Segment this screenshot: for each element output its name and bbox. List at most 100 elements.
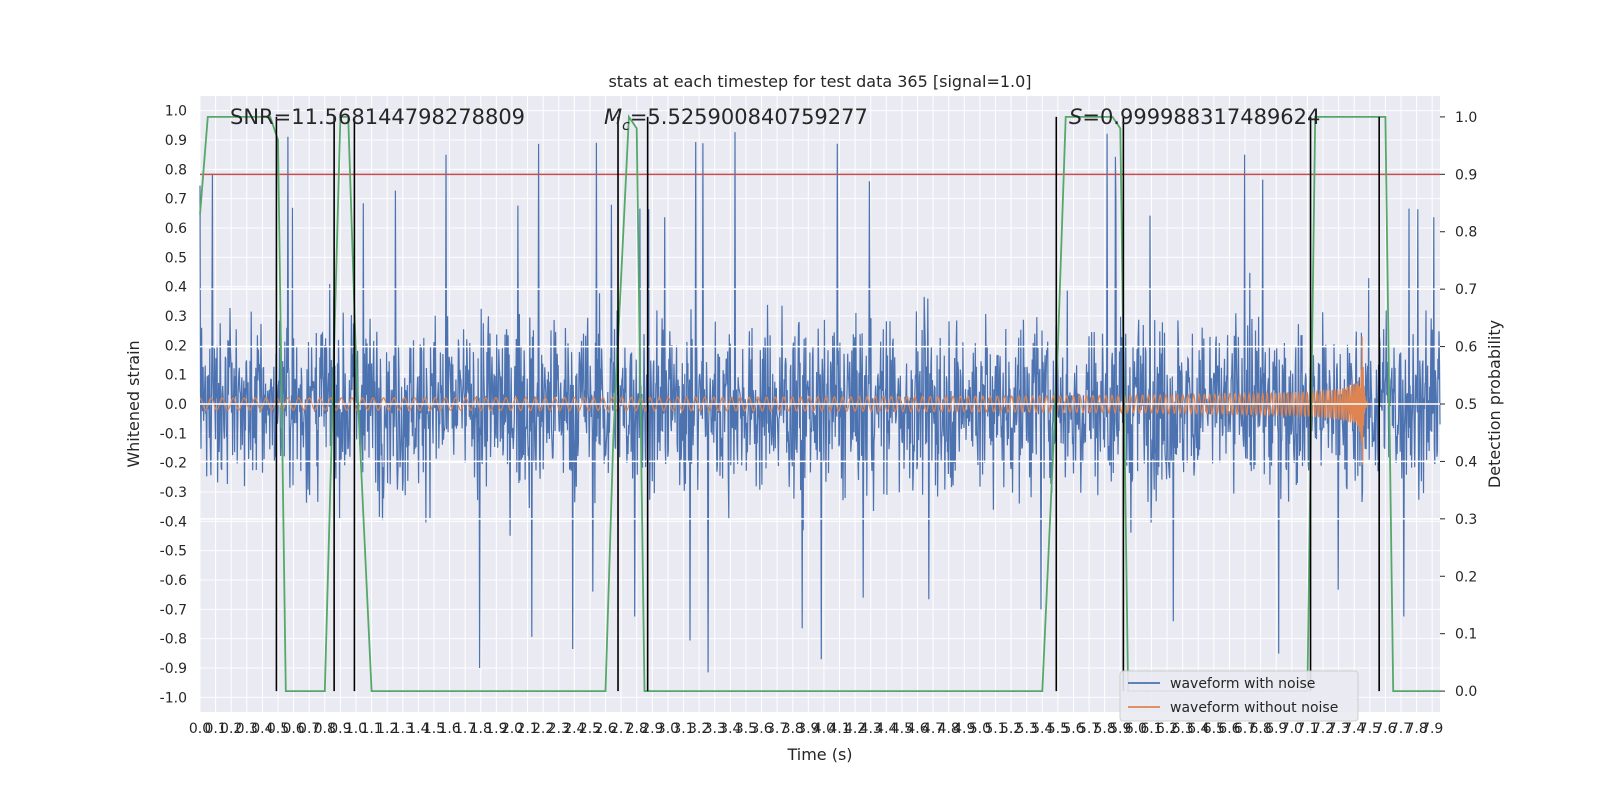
x-tick-label: 6.3	[1172, 721, 1194, 737]
x-tick-label: 0.7	[298, 721, 320, 737]
legend-label-clean: waveform without noise	[1170, 700, 1338, 716]
y-tick-label: -0.1	[160, 426, 187, 442]
x-tick-label: 0.3	[236, 721, 258, 737]
x-tick-label: 7.1	[1296, 721, 1318, 737]
x-tick-label: 4.8	[938, 721, 960, 737]
x-tick-label: 2.9	[641, 721, 663, 737]
y2-tick-label: 0.2	[1455, 569, 1477, 585]
x-tick-label: 7.9	[1421, 721, 1443, 737]
score-annotation: S=0.999988317489624	[1069, 105, 1320, 129]
x-tick-label: 1.1	[360, 721, 382, 737]
x-tick-label: 6.8	[1249, 721, 1271, 737]
y-tick-label: 0.8	[165, 162, 187, 178]
series-waveform-without-noise	[199, 336, 1440, 465]
x-tick-label: 7.7	[1390, 721, 1412, 737]
x-tick-label: 5.0	[969, 721, 991, 737]
x-tick-label: 0.2	[220, 721, 242, 737]
y-tick-label: 0.1	[165, 368, 187, 384]
y-tick-label: -0.8	[160, 632, 187, 648]
chirp-mass-symbol: M	[604, 105, 622, 129]
x-tick-label: 3.0	[657, 721, 679, 737]
x-tick-label: 5.7	[1078, 721, 1100, 737]
x-tick-label: 5.9	[1109, 721, 1131, 737]
x-tick-label: 4.7	[922, 721, 944, 737]
x-tick-label: 1.4	[407, 721, 429, 737]
x-tick-label: 1.5	[423, 721, 445, 737]
x-tick-label: 7.5	[1359, 721, 1381, 737]
x-tick-label: 2.7	[610, 721, 632, 737]
y-axis-ticks: -1.0 -0.9 -0.8 -0.7 -0.6 -0.5 -0.4 -0.3 -0.2 -0.1…	[160, 104, 187, 707]
y-tick-label: -0.2	[160, 456, 187, 472]
x-tick-label: 5.1	[984, 721, 1006, 737]
x-tick-label: 4.9	[953, 721, 975, 737]
x-tick-label: 2.1	[516, 721, 538, 737]
x-tick-label: 1.2	[376, 721, 398, 737]
x-tick-label: 1.9	[485, 721, 507, 737]
x-tick-label: 6.5	[1203, 721, 1225, 737]
legend-label-noise: waveform with noise	[1170, 676, 1315, 692]
x-tick-label: 5.3	[1016, 721, 1038, 737]
y-tick-label: -0.7	[160, 602, 187, 618]
x-tick-label: 3.7	[766, 721, 788, 737]
x-tick-label: 4.6	[906, 721, 928, 737]
y-tick-label: 0.2	[165, 338, 187, 354]
score-symbol: S	[1069, 105, 1082, 129]
y-tick-label: -0.5	[160, 544, 187, 560]
x-tick-label: 3.1	[672, 721, 694, 737]
x-tick-label: 4.2	[844, 721, 866, 737]
y-tick-label: 0.9	[165, 133, 187, 149]
x-tick-label: 4.4	[875, 721, 897, 737]
y-tick-label: 0.3	[165, 309, 187, 325]
x-tick-label: 3.3	[704, 721, 726, 737]
x-tick-label: 0.4	[251, 721, 273, 737]
y2-tick-label: 0.8	[1455, 225, 1477, 241]
series-waveform-with-noise	[199, 132, 1441, 673]
x-tick-label: 5.5	[1047, 721, 1069, 737]
y-tick-label: -0.9	[160, 661, 187, 677]
y-axis-label: Whitened strain	[124, 340, 143, 467]
x-tick-label: 0.9	[329, 721, 351, 737]
y2-axis-ticks: 0.0 0.1 0.2 0.3 0.4 0.5 0.6 0.7 0.8 0.9 1.0	[1440, 110, 1477, 700]
x-tick-label: 1.0	[345, 721, 367, 737]
x-tick-label: 1.8	[470, 721, 492, 737]
y2-tick-label: 1.0	[1455, 110, 1477, 126]
x-tick-label: 6.4	[1187, 721, 1209, 737]
x-tick-label: 5.6	[1062, 721, 1084, 737]
x-tick-label: 2.8	[626, 721, 648, 737]
x-tick-label: 2.4	[563, 721, 585, 737]
x-axis-ticks: 0.00.10.20.30.40.50.60.70.80.91.01.11.21…	[189, 721, 1443, 737]
y-tick-label: 0.7	[165, 192, 187, 208]
y-tick-label: -1.0	[160, 690, 187, 706]
x-tick-label: 1.3	[392, 721, 414, 737]
y2-tick-label: 0.3	[1455, 512, 1477, 528]
x-tick-label: 3.9	[797, 721, 819, 737]
x-tick-label: 4.1	[828, 721, 850, 737]
x-tick-label: 0.0	[189, 721, 211, 737]
y-tick-label: 0.0	[165, 397, 187, 413]
chirp-mass-subscript: c	[622, 118, 630, 134]
x-tick-label: 4.3	[860, 721, 882, 737]
x-tick-label: 5.4	[1031, 721, 1053, 737]
y2-tick-label: 0.5	[1455, 397, 1477, 413]
x-tick-label: 5.2	[1000, 721, 1022, 737]
plot-series	[199, 114, 1441, 692]
y2-tick-label: 0.9	[1455, 167, 1477, 183]
y2-tick-label: 0.0	[1455, 684, 1477, 700]
x-tick-label: 5.8	[1094, 721, 1116, 737]
y2-axis-label: Detection probability	[1485, 320, 1504, 488]
x-tick-label: 7.3	[1327, 721, 1349, 737]
legend-box	[1119, 670, 1359, 722]
y-tick-label: -0.4	[160, 514, 187, 530]
x-tick-label: 3.8	[782, 721, 804, 737]
y-tick-label: 0.6	[165, 221, 187, 237]
x-tick-label: 6.7	[1234, 721, 1256, 737]
x-tick-label: 3.5	[735, 721, 757, 737]
x-tick-label: 3.2	[688, 721, 710, 737]
chirp-mass-value: =5.525900840759277	[630, 105, 868, 129]
y-tick-label: -0.3	[160, 485, 187, 501]
x-tick-label: 7.8	[1405, 721, 1427, 737]
chirp-mass-annotation: Mc=5.525900840759277	[604, 105, 868, 134]
x-tick-label: 1.7	[454, 721, 476, 737]
x-tick-label: 2.6	[594, 721, 616, 737]
